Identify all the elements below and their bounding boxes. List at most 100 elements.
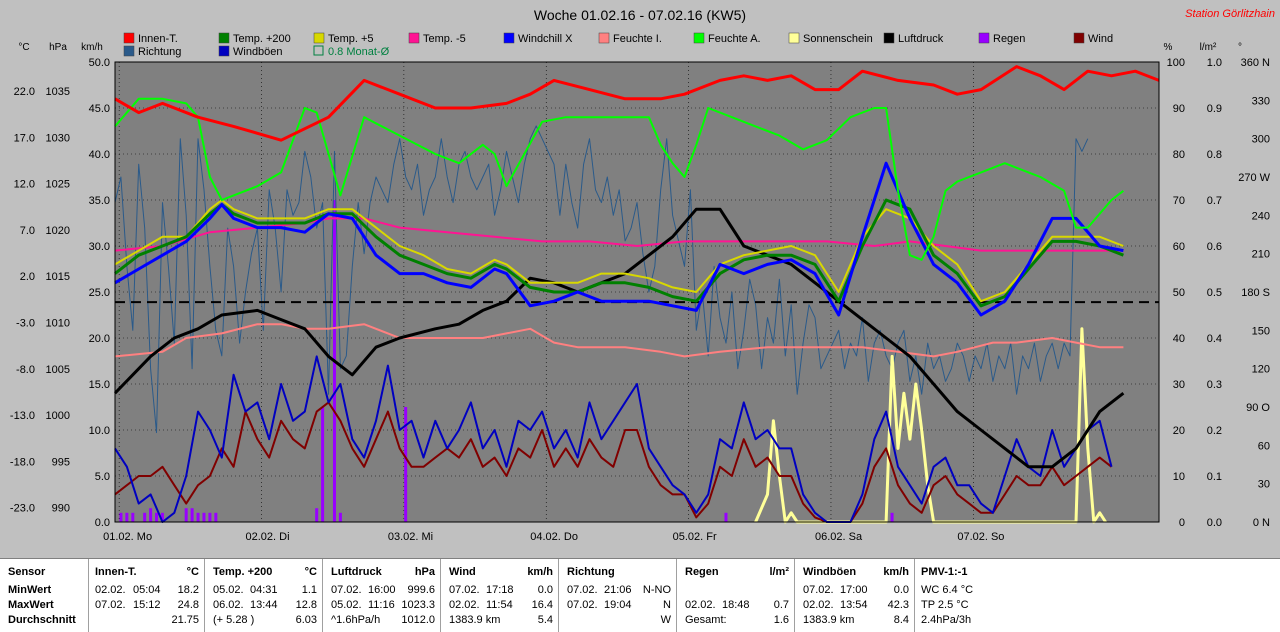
y-tick-kmh: 15.0 bbox=[89, 379, 110, 391]
y-tick-celsius: 12.0 bbox=[14, 179, 35, 191]
rain-bar bbox=[404, 407, 408, 522]
y-tick-rain: 0.9 bbox=[1207, 103, 1222, 115]
legend-swatch bbox=[123, 45, 135, 57]
pmv-dewpoint: TP 2.5 °C bbox=[921, 599, 969, 611]
y-tick-percent: 100 bbox=[1167, 57, 1185, 69]
y-tick-percent: 70 bbox=[1173, 195, 1185, 207]
series-feuchte-i- bbox=[114, 323, 1124, 358]
stats-date: 07.02. bbox=[331, 584, 362, 596]
legend-label: Luftdruck bbox=[898, 33, 944, 45]
series-windchill-x bbox=[114, 161, 1124, 317]
y-tick-direction: 330 bbox=[1252, 95, 1270, 107]
stats-date: 02.02. bbox=[803, 599, 834, 611]
stats-time: 19:04 bbox=[604, 599, 632, 611]
stats-time: 11:54 bbox=[486, 599, 513, 611]
plot-area bbox=[115, 62, 1159, 522]
y-tick-celsius: -8.0 bbox=[16, 364, 35, 376]
rain-bar bbox=[143, 512, 147, 522]
series-windb-en bbox=[114, 355, 1113, 523]
legend-label: Temp. +5 bbox=[328, 33, 374, 45]
stats-value: 18.2 bbox=[177, 584, 199, 596]
rain-bar bbox=[184, 508, 188, 522]
rain-bar bbox=[338, 512, 342, 522]
y-tick-hpa: 1015 bbox=[46, 271, 70, 283]
stats-value: 5.4 bbox=[537, 614, 553, 626]
stats-header: PMV-1:-1 bbox=[921, 566, 968, 578]
stats-date: 02.02. bbox=[685, 599, 716, 611]
rain-bar bbox=[315, 508, 319, 522]
y-tick-rain: 0.1 bbox=[1207, 471, 1222, 483]
stats-time: 17:00 bbox=[840, 584, 868, 596]
stats-unit: l/m² bbox=[769, 566, 789, 578]
stats-note: ^1.6hPa/h bbox=[331, 614, 381, 626]
y-tick-percent: 80 bbox=[1173, 149, 1185, 161]
stats-date: 07.02. bbox=[803, 584, 834, 596]
y-tick-direction: 210 bbox=[1252, 249, 1270, 261]
stats-col-regen: Regen l/m² 02.02. 18:48 0.7 Gesamt: 1.6 bbox=[676, 559, 795, 632]
legend-swatch bbox=[503, 32, 515, 44]
stats-header: Richtung bbox=[567, 566, 615, 578]
stats-time: 18:48 bbox=[722, 599, 750, 611]
y-tick-hpa: 1005 bbox=[46, 364, 70, 376]
station-label: Station Görlitzhain bbox=[1185, 8, 1275, 20]
stats-date: 05.02. bbox=[331, 599, 362, 611]
legend-swatch bbox=[313, 45, 324, 56]
stats-date: 07.02. bbox=[449, 584, 480, 596]
series-sonnenschein bbox=[754, 327, 1107, 524]
stats-value: 0.0 bbox=[537, 584, 553, 596]
rain-bar bbox=[119, 512, 123, 522]
y-tick-direction: 120 bbox=[1252, 364, 1270, 376]
rain-bar bbox=[149, 508, 153, 522]
stats-header: Temp. +200 bbox=[213, 566, 273, 578]
stats-unit: hPa bbox=[414, 566, 435, 578]
stats-date: 07.02. bbox=[567, 584, 598, 596]
y-tick-rain: 0.7 bbox=[1207, 195, 1222, 207]
y-tick-kmh: 40.0 bbox=[89, 149, 110, 161]
y-tick-labels: 22.0 17.0 12.0 7.0 2.0 -3.0 -8.0 -13.0 -18.0 -23.… bbox=[10, 57, 1271, 529]
row-label-min: MinWert bbox=[8, 584, 52, 596]
stats-date: 06.02. bbox=[213, 599, 244, 611]
y-tick-direction: 150 bbox=[1252, 325, 1270, 337]
axis-unit-celsius: °C bbox=[18, 42, 29, 53]
legend-swatch bbox=[978, 32, 990, 44]
stats-unit: km/h bbox=[883, 566, 909, 578]
stats-value: 999.6 bbox=[407, 584, 435, 596]
stats-value: 1.6 bbox=[773, 614, 789, 626]
y-tick-hpa: 995 bbox=[52, 456, 70, 468]
rain-bar bbox=[131, 512, 135, 522]
y-tick-kmh: 30.0 bbox=[89, 241, 110, 253]
y-tick-rain: 0.3 bbox=[1207, 379, 1222, 391]
y-tick-direction: 0 N bbox=[1253, 517, 1270, 529]
stats-unit: °C bbox=[304, 566, 317, 578]
x-tick-label: 07.02. So bbox=[957, 531, 1004, 543]
row-label-avg: Durchschnitt bbox=[8, 614, 76, 626]
y-tick-percent: 30 bbox=[1173, 379, 1185, 391]
rain-bar bbox=[125, 512, 129, 522]
x-tick-label: 01.02. Mo bbox=[103, 531, 152, 543]
legend-label: Feuchte I. bbox=[613, 33, 662, 45]
stats-col-richtung: Richtung 07.02. 21:06 N-NO 07.02. 19:04 … bbox=[558, 559, 677, 632]
stats-time: 05:04 bbox=[133, 584, 161, 596]
y-tick-celsius: 17.0 bbox=[14, 132, 35, 144]
y-tick-kmh: 5.0 bbox=[95, 471, 110, 483]
stats-value: 1.1 bbox=[301, 584, 317, 596]
rain-bar bbox=[202, 512, 206, 522]
statistics-table: Sensor MinWert MaxWert Durchschnitt Inne… bbox=[0, 558, 1280, 632]
stats-col-pmv: PMV-1:-1 WC 6.4 °C TP 2.5 °C 2.4hPa/3h bbox=[914, 559, 1280, 632]
stats-value: N bbox=[663, 599, 671, 611]
stats-note: 1383.9 km bbox=[803, 614, 855, 626]
legend-label: 0.8 Monat-Ø bbox=[328, 46, 390, 58]
stats-value: 6.03 bbox=[295, 614, 317, 626]
stats-header: Innen-T. bbox=[95, 566, 137, 578]
legend-label: Temp. -5 bbox=[423, 33, 466, 45]
stats-date: 05.02. bbox=[213, 584, 244, 596]
stats-value: 21.75 bbox=[171, 614, 199, 626]
weather-chart: Woche 01.02.16 - 07.02.16 (KW5) Station … bbox=[9, 7, 1275, 543]
legend-label: Windböen bbox=[233, 46, 283, 58]
y-tick-kmh: 20.0 bbox=[89, 333, 110, 345]
stats-col-temp200: Temp. +200 °C 05.02. 04:31 1.1 06.02. 13… bbox=[204, 559, 323, 632]
stats-time: 13:44 bbox=[250, 599, 278, 611]
y-tick-rain: 0.0 bbox=[1207, 517, 1222, 529]
stats-value: 12.8 bbox=[295, 599, 317, 611]
stats-col-windboen: Windböen km/h 07.02. 17:00 0.0 02.02. 13… bbox=[794, 559, 915, 632]
